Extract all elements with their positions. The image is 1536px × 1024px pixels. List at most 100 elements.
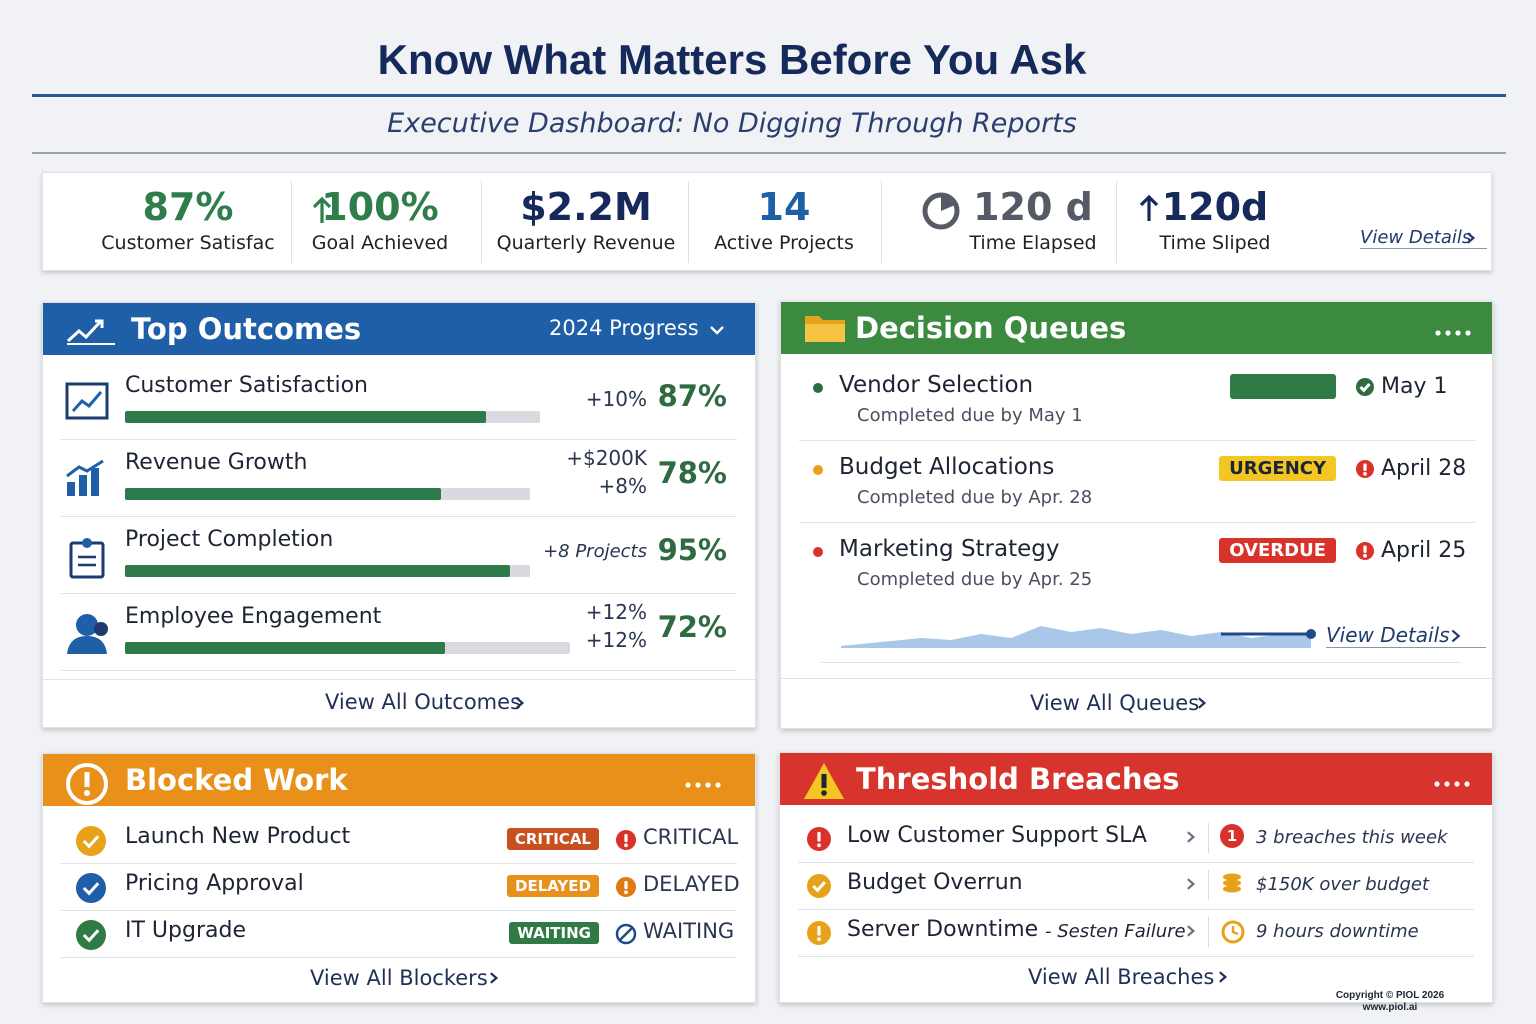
kpi-value: 120 d: [973, 185, 1093, 229]
breach-detail-icon-part: [1223, 879, 1241, 887]
outcome-name: Employee Engagement: [125, 604, 382, 629]
more-menu-part: [1434, 781, 1440, 787]
kpi-divider: [1116, 181, 1117, 263]
breach-icon-part: [817, 925, 821, 936]
view-all-blockers[interactable]: View All Blockers: [310, 966, 488, 990]
panel-title: Blocked Work: [125, 763, 348, 797]
outcome-icon-part: [67, 614, 108, 654]
blocker-name: IT Upgrade: [125, 918, 246, 943]
queue-details-link[interactable]: View Details: [1326, 623, 1486, 648]
outcome-delta: +12%: [585, 628, 647, 652]
status-icon-part: [76, 873, 106, 903]
outcome-icon-part: [94, 622, 108, 636]
panel-icon-part: [84, 790, 90, 796]
breach-icon-part: [807, 874, 831, 898]
kpi-details-link[interactable]: View Details: [1360, 227, 1488, 249]
outcome-percent: 87%: [657, 379, 727, 413]
blocker-status: WAITING: [643, 919, 735, 943]
row-separator: [798, 909, 1474, 910]
queue-note: Completed due by Apr. 25: [857, 569, 1093, 590]
view-all-queues[interactable]: View All Queues: [1030, 691, 1200, 715]
chevron-part: [1451, 629, 1461, 643]
chevron-part: [1187, 831, 1196, 843]
blocker-status-icon-part: [624, 890, 628, 895]
clock-icon-part: [922, 192, 960, 230]
row-separator: [61, 670, 737, 671]
more-menu: [1433, 323, 1473, 342]
outcome-icon: [65, 612, 113, 660]
status-badge: ON TIME: [1230, 374, 1336, 399]
copyright: Copyright © PIOL 2026 www.piol.ai: [1300, 990, 1480, 1014]
outcome-icon-part: [67, 636, 107, 654]
status-icon-part: [76, 826, 106, 856]
panel-icon-part: [821, 774, 827, 788]
row-separator: [799, 440, 1475, 441]
clock-icon-part: [941, 195, 955, 211]
blocker-status-icon-part: [624, 880, 628, 890]
date-icon: [1355, 541, 1375, 565]
chevron-part: [1187, 831, 1196, 843]
view-all-outcomes[interactable]: View All Outcomes: [325, 690, 522, 714]
row-separator: [799, 522, 1475, 523]
kpi-value: 14: [757, 185, 811, 229]
blocker-name: Launch New Product: [125, 824, 351, 849]
outcome-delta: +$200K: [566, 446, 647, 470]
blocked-panel: Blocked Work Launch New Product CRITICAL C…: [42, 753, 756, 1003]
queue-name: Vendor Selection: [839, 372, 1034, 398]
outcome-icon-part: [66, 459, 104, 496]
chevron-part: [490, 972, 499, 984]
outcome-delta: +8%: [598, 474, 648, 498]
clock-icon: [921, 191, 961, 235]
chevron-part: [1187, 878, 1196, 890]
outcome-icon-part: [65, 382, 109, 420]
row-separator: [61, 439, 737, 440]
vertical-divider: [1208, 870, 1209, 900]
breach-icon-part: [812, 881, 826, 893]
panel-icon: [65, 311, 117, 351]
blocker-status-icon-part: [624, 833, 628, 843]
outcome-name: Revenue Growth: [125, 450, 308, 475]
more-menu-part: [1455, 330, 1461, 336]
progress-fill: [125, 488, 441, 500]
row-separator: [798, 956, 1474, 957]
breach-detail: 9 hours downtime: [1256, 921, 1419, 942]
breach-icon: [806, 826, 832, 856]
blocker-status-icon-part: [616, 877, 636, 897]
breach-detail-icon-part: [1221, 920, 1245, 944]
outcome-percent: 78%: [657, 456, 727, 490]
date-icon-part: [1363, 463, 1367, 471]
status-badge: URGENCY: [1219, 456, 1336, 481]
breach-icon-part: [807, 874, 831, 898]
breach-count-badge: 1: [1220, 824, 1244, 848]
more-menu-part: [1445, 330, 1451, 336]
progress-filter[interactable]: 2024 Progress: [549, 316, 699, 340]
more-menu-part: [695, 782, 701, 788]
progress-track: [125, 411, 540, 423]
more-menu-part: [1444, 781, 1450, 787]
outcome-icon-part: [69, 538, 105, 579]
view-all-breaches[interactable]: View All Breaches: [1028, 965, 1215, 989]
more-menu-part: [685, 782, 691, 788]
dropdown-chevron-part: [710, 326, 724, 335]
queue-note: Completed due by May 1: [857, 405, 1083, 426]
progress-track: [125, 642, 570, 654]
chevron: [486, 970, 502, 990]
panel-icon-part: [84, 772, 90, 787]
outcome-icon-part: [69, 541, 105, 579]
status-icon-part: [82, 882, 100, 896]
blocker-status-icon-part: [615, 923, 637, 945]
row-separator: [61, 593, 737, 594]
date-icon-part: [1363, 545, 1367, 553]
panel-icon-part: [805, 324, 845, 342]
chevron: [1447, 627, 1465, 649]
breach-icon: [806, 920, 832, 950]
sparkline-part: [841, 626, 1311, 648]
kpi-value: 87%: [142, 185, 234, 229]
queue-name: Budget Allocations: [839, 454, 1055, 480]
trend-up-icon: [311, 195, 333, 229]
status-icon-part: [76, 826, 106, 856]
chevron-part: [1187, 878, 1196, 890]
status-icon-part: [76, 873, 106, 903]
panel-icon: [803, 310, 847, 348]
